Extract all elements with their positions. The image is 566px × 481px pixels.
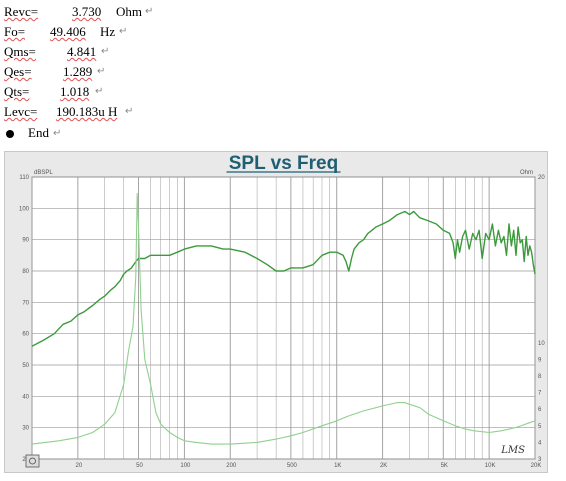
param-qms: Qms= 4.841 ↵: [4, 42, 264, 62]
y-tick-label-left: 40: [22, 394, 29, 400]
pilcrow-mark: ↵: [97, 66, 106, 77]
param-qts: Qts= 1.018 ↵: [4, 82, 264, 102]
y-tick-label-right: 20: [538, 175, 545, 181]
y-tick-label-right: 6: [538, 407, 542, 413]
pilcrow-mark: ↵: [125, 106, 134, 117]
param-revc-value: 3.730: [72, 4, 102, 19]
pilcrow-mark: ↵: [101, 46, 110, 57]
param-qes-key: Qes=: [4, 64, 32, 79]
chart-panel: SPL vs FreqHz20501002005001K2K5K10K20K20…: [4, 151, 548, 473]
param-qms-value: 4.841: [67, 44, 97, 59]
param-levc-key: Levc=: [4, 104, 38, 119]
y-axis-label-left: dBSPL: [34, 170, 53, 176]
param-qes: Qes= 1.289 ↵: [4, 62, 264, 82]
x-tick-label: 500: [287, 463, 298, 469]
pilcrow-mark: ↵: [95, 86, 104, 97]
x-tick-label: 20K: [531, 463, 542, 469]
param-fo: Fo= 49.406 Hz ↵: [4, 22, 264, 42]
impedance-curve: [31, 193, 536, 445]
spl-chart: SPL vs FreqHz20501002005001K2K5K10K20K20…: [19, 153, 545, 469]
param-fo-value: 49.406: [50, 24, 86, 39]
parameter-list: Revc= 3.730 Ohm ↵ Fo= 49.406 Hz ↵ Qms= 4…: [4, 2, 264, 122]
y-tick-label-left: 80: [22, 269, 29, 275]
y-tick-label-left: 70: [22, 300, 29, 306]
pilcrow-mark: ↵: [145, 6, 154, 17]
pilcrow-mark: ↵: [119, 26, 128, 37]
corner-icon-glyph: [29, 457, 36, 465]
y-tick-label-left: 30: [22, 426, 29, 432]
y-tick-label-right: 7: [538, 391, 542, 397]
lms-logo: LMS: [500, 445, 525, 456]
bullet-dot-icon: [6, 130, 14, 138]
param-revc-unit: Ohm: [116, 4, 142, 19]
end-label: End: [28, 125, 49, 140]
param-fo-key: Fo=: [4, 24, 26, 39]
param-fo-unit: Hz: [100, 24, 116, 39]
chart-title: SPL vs Freq: [229, 153, 338, 174]
y-tick-label-left: 50: [22, 363, 29, 369]
plot-area: [31, 176, 536, 460]
y-tick-label-right: 5: [538, 424, 542, 430]
param-qms-key: Qms=: [4, 44, 36, 59]
x-tick-label: 100: [180, 463, 191, 469]
y-tick-label-right: 10: [538, 341, 545, 347]
param-levc-value: 190.183u H: [56, 104, 118, 119]
y-axis-label-right: Ohm: [520, 170, 533, 176]
corner-icon: [25, 454, 40, 468]
y-tick-label-left: 110: [19, 175, 29, 181]
y-tick-label-right: 9: [538, 357, 542, 363]
y-tick-label-right: 4: [538, 440, 542, 446]
x-tick-label: 5K: [441, 463, 448, 469]
param-revc-key: Revc=: [4, 4, 39, 19]
param-qes-value: 1.289: [63, 64, 93, 79]
x-tick-label: 200: [226, 463, 237, 469]
x-tick-label: 10K: [485, 463, 496, 469]
pilcrow-mark: ↵: [53, 128, 62, 139]
spl-curve: [31, 210, 536, 347]
param-revc: Revc= 3.730 Ohm ↵: [4, 2, 264, 22]
param-qts-value: 1.018: [60, 84, 90, 99]
y-tick-label-right: 8: [538, 374, 542, 380]
y-tick-label-left: 60: [22, 332, 29, 338]
x-tick-label: 50: [136, 463, 143, 469]
x-tick-label: 20: [76, 463, 83, 469]
x-tick-label: 2K: [380, 463, 387, 469]
y-tick-label-right: 3: [538, 457, 542, 463]
x-tick-label: 1K: [334, 463, 341, 469]
y-tick-label-left: 90: [22, 238, 29, 244]
param-levc: Levc= 190.183u H ↵: [4, 102, 264, 122]
y-tick-label-left: 100: [19, 206, 30, 212]
param-qts-key: Qts=: [4, 84, 30, 99]
